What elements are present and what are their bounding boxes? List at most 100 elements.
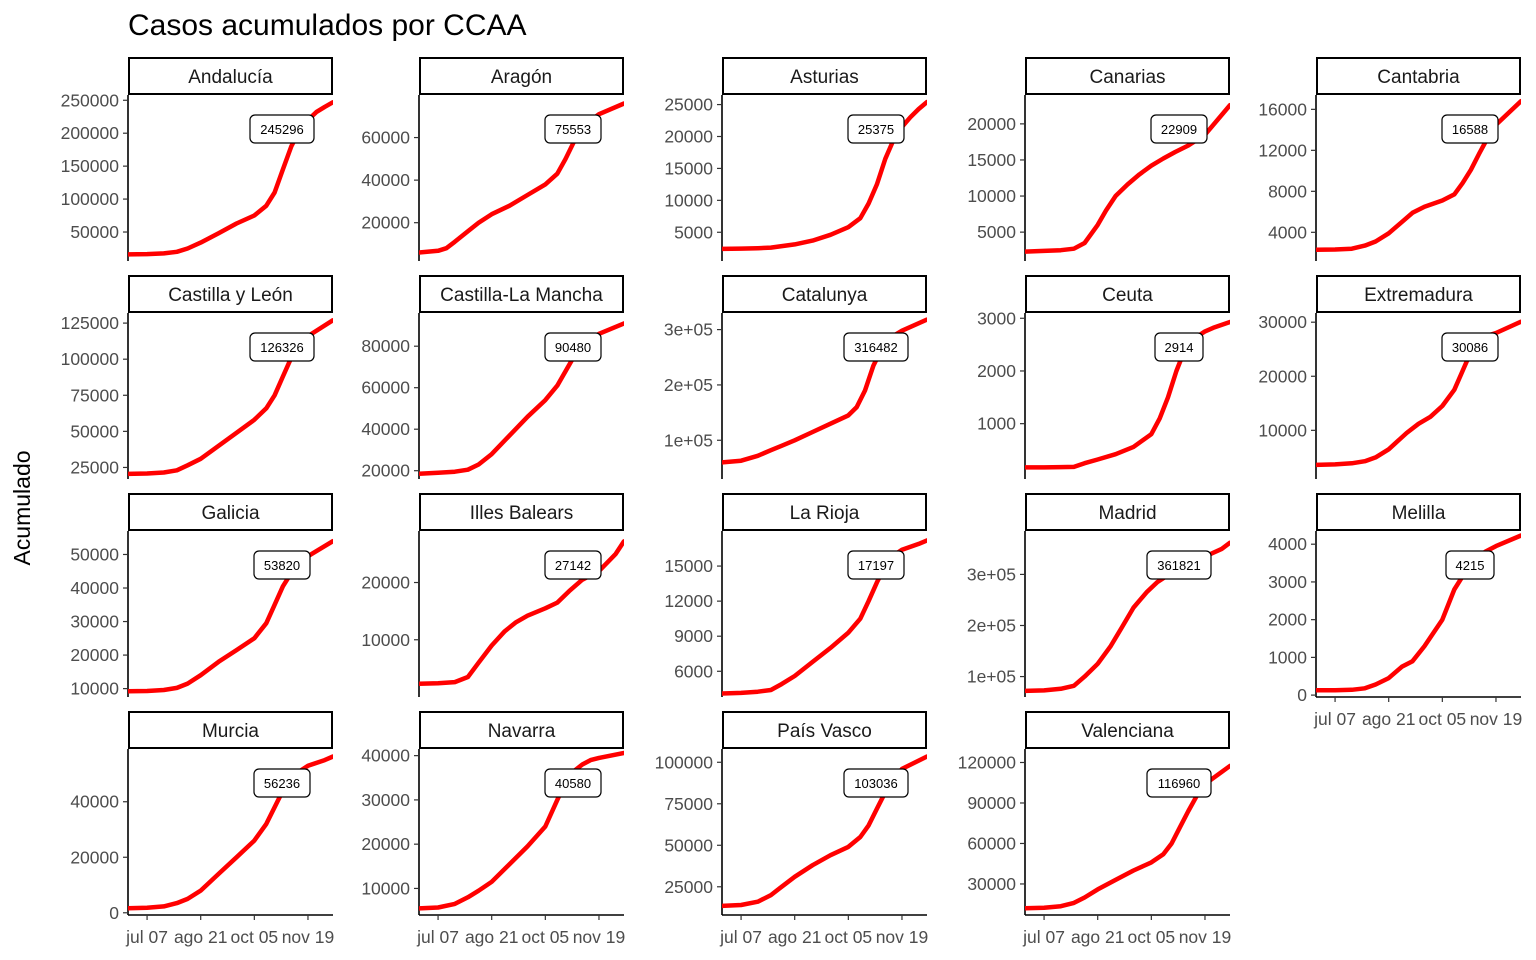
y-tick-label: 50000: [664, 835, 713, 855]
value-label-box: [1154, 332, 1204, 362]
y-axis-label: Acumulado: [9, 450, 35, 565]
x-tick-label: nov 19: [1179, 927, 1232, 947]
y-tick-label: 25000: [664, 877, 713, 897]
value-label-box: [249, 114, 315, 144]
value-label-box: [1441, 332, 1499, 362]
panel-navarra: Navarra 10000 20000 30000 40000 jul 07 ago 21 o…: [361, 711, 626, 947]
x-tick-label: ago 21: [1071, 927, 1125, 947]
y-tick-label: 10000: [70, 679, 119, 699]
y-tick-label: 50000: [70, 421, 119, 441]
y-tick-label: 30000: [1258, 312, 1307, 332]
y-tick-label: 20000: [361, 834, 410, 854]
value-label: 90480: [555, 340, 591, 355]
value-label-box: [544, 114, 602, 144]
value-label-box: [1441, 114, 1499, 144]
facet-strip-title: País Vasco: [777, 721, 872, 742]
value-label: 30086: [1452, 340, 1488, 355]
value-label-box: [1146, 550, 1212, 580]
y-tick-label: 1000: [977, 414, 1016, 434]
facet-strip: [1025, 57, 1230, 95]
x-tick-label: ago 21: [768, 927, 822, 947]
y-tick-label: 0: [109, 903, 119, 923]
y-tick-label: 2000: [977, 361, 1016, 381]
y-tick-label: 50000: [70, 544, 119, 564]
y-tick-label: 125000: [61, 313, 120, 333]
y-tick-label: 10000: [361, 630, 410, 650]
value-label-box: [847, 550, 905, 580]
value-label-box: [249, 332, 315, 362]
y-tick-label: 40000: [70, 578, 119, 598]
x-tick-label: oct 05: [824, 927, 872, 947]
facet-strip: [722, 493, 927, 531]
x-tick-label: jul 07: [719, 927, 762, 947]
panel-extremadura: Extremadura 10000 20000 30000 30086: [1258, 275, 1521, 479]
facet-strip-title: Extremadura: [1364, 285, 1473, 306]
value-label: 361821: [1157, 558, 1200, 573]
y-tick-label: 3000: [1268, 572, 1307, 592]
y-tick-label: 8000: [1268, 181, 1307, 201]
facet-strip-title: Galicia: [201, 503, 260, 524]
y-tick-label: 90000: [967, 793, 1016, 813]
y-tick-label: 5000: [674, 222, 713, 242]
value-label-box: [544, 332, 602, 362]
y-tick-label: 15000: [664, 158, 713, 178]
value-label: 56236: [264, 776, 300, 791]
panel-castilla-la-mancha: Castilla-La Mancha 20000 40000 60000 80000 90…: [361, 275, 624, 481]
panel-la-rioja: La Rioja 6000 9000 12000 15000 17197: [664, 493, 927, 697]
facet-strip: [128, 275, 333, 313]
y-tick-label: 200000: [61, 123, 120, 143]
facet-strip-title: Catalunya: [782, 285, 868, 306]
value-label: 103036: [854, 776, 897, 791]
facet-strip: [1025, 711, 1230, 749]
y-tick-label: 10000: [361, 878, 410, 898]
y-tick-label: 9000: [674, 626, 713, 646]
x-tick-label: ago 21: [1362, 709, 1416, 729]
facet-strip: [722, 275, 927, 313]
x-tick-label: nov 19: [282, 927, 335, 947]
y-tick-label: 6000: [674, 661, 713, 681]
value-label-box: [843, 332, 909, 362]
y-tick-label: 5000: [977, 222, 1016, 242]
panel-illes-balears: Illes Balears 10000 20000 27142: [361, 493, 624, 697]
x-tick-label: jul 07: [1313, 709, 1356, 729]
panel-melilla: Melilla 0 1000 2000 3000 4000 jul 07 ago 21 oct …: [1268, 493, 1522, 729]
facet-strip: [128, 711, 333, 749]
value-label-box: [847, 114, 905, 144]
y-tick-label: 12000: [1258, 140, 1307, 160]
y-tick-label: 10000: [1258, 420, 1307, 440]
value-label: 126326: [260, 340, 303, 355]
y-tick-label: 20000: [664, 127, 713, 147]
facet-strip-title: Ceuta: [1102, 285, 1153, 306]
y-tick-label: 20000: [70, 847, 119, 867]
facet-strip: [128, 493, 333, 531]
series-line: [1316, 98, 1521, 252]
x-tick-label: ago 21: [465, 927, 519, 947]
y-tick-label: 100000: [61, 189, 120, 209]
facet-strip-title: Valenciana: [1081, 721, 1174, 742]
x-tick-label: nov 19: [573, 927, 626, 947]
facet-strip-title: Castilla-La Mancha: [440, 285, 603, 306]
value-label: 16588: [1452, 122, 1488, 137]
y-tick-label: 30000: [967, 874, 1016, 894]
facet-strip: [1025, 493, 1230, 531]
panel-ceuta: Ceuta 1000 2000 3000 2914: [977, 275, 1230, 479]
y-tick-label: 100000: [655, 752, 714, 772]
series-line: [722, 99, 927, 252]
facet-strip-title: Melilla: [1392, 503, 1446, 524]
value-label: 75553: [555, 122, 591, 137]
value-label: 2914: [1165, 340, 1194, 355]
x-tick-label: jul 07: [1022, 927, 1065, 947]
panel-galicia: Galicia 10000 20000 30000 40000 50000 53820: [70, 493, 333, 699]
y-tick-label: 4000: [1268, 534, 1307, 554]
x-tick-label: oct 05: [521, 927, 569, 947]
value-label-box: [843, 768, 909, 798]
y-tick-label: 120000: [958, 752, 1017, 772]
facet-strip-title: Cantabria: [1377, 67, 1460, 88]
facet-strip: [419, 57, 624, 95]
value-label-box: [253, 550, 311, 580]
y-tick-label: 150000: [61, 156, 120, 176]
panel-catalunya: Catalunya 1e+05 2e+05 3e+05 316482: [664, 275, 927, 479]
facet-strip-title: Navarra: [488, 721, 556, 742]
facet-strip-title: Madrid: [1098, 503, 1156, 524]
